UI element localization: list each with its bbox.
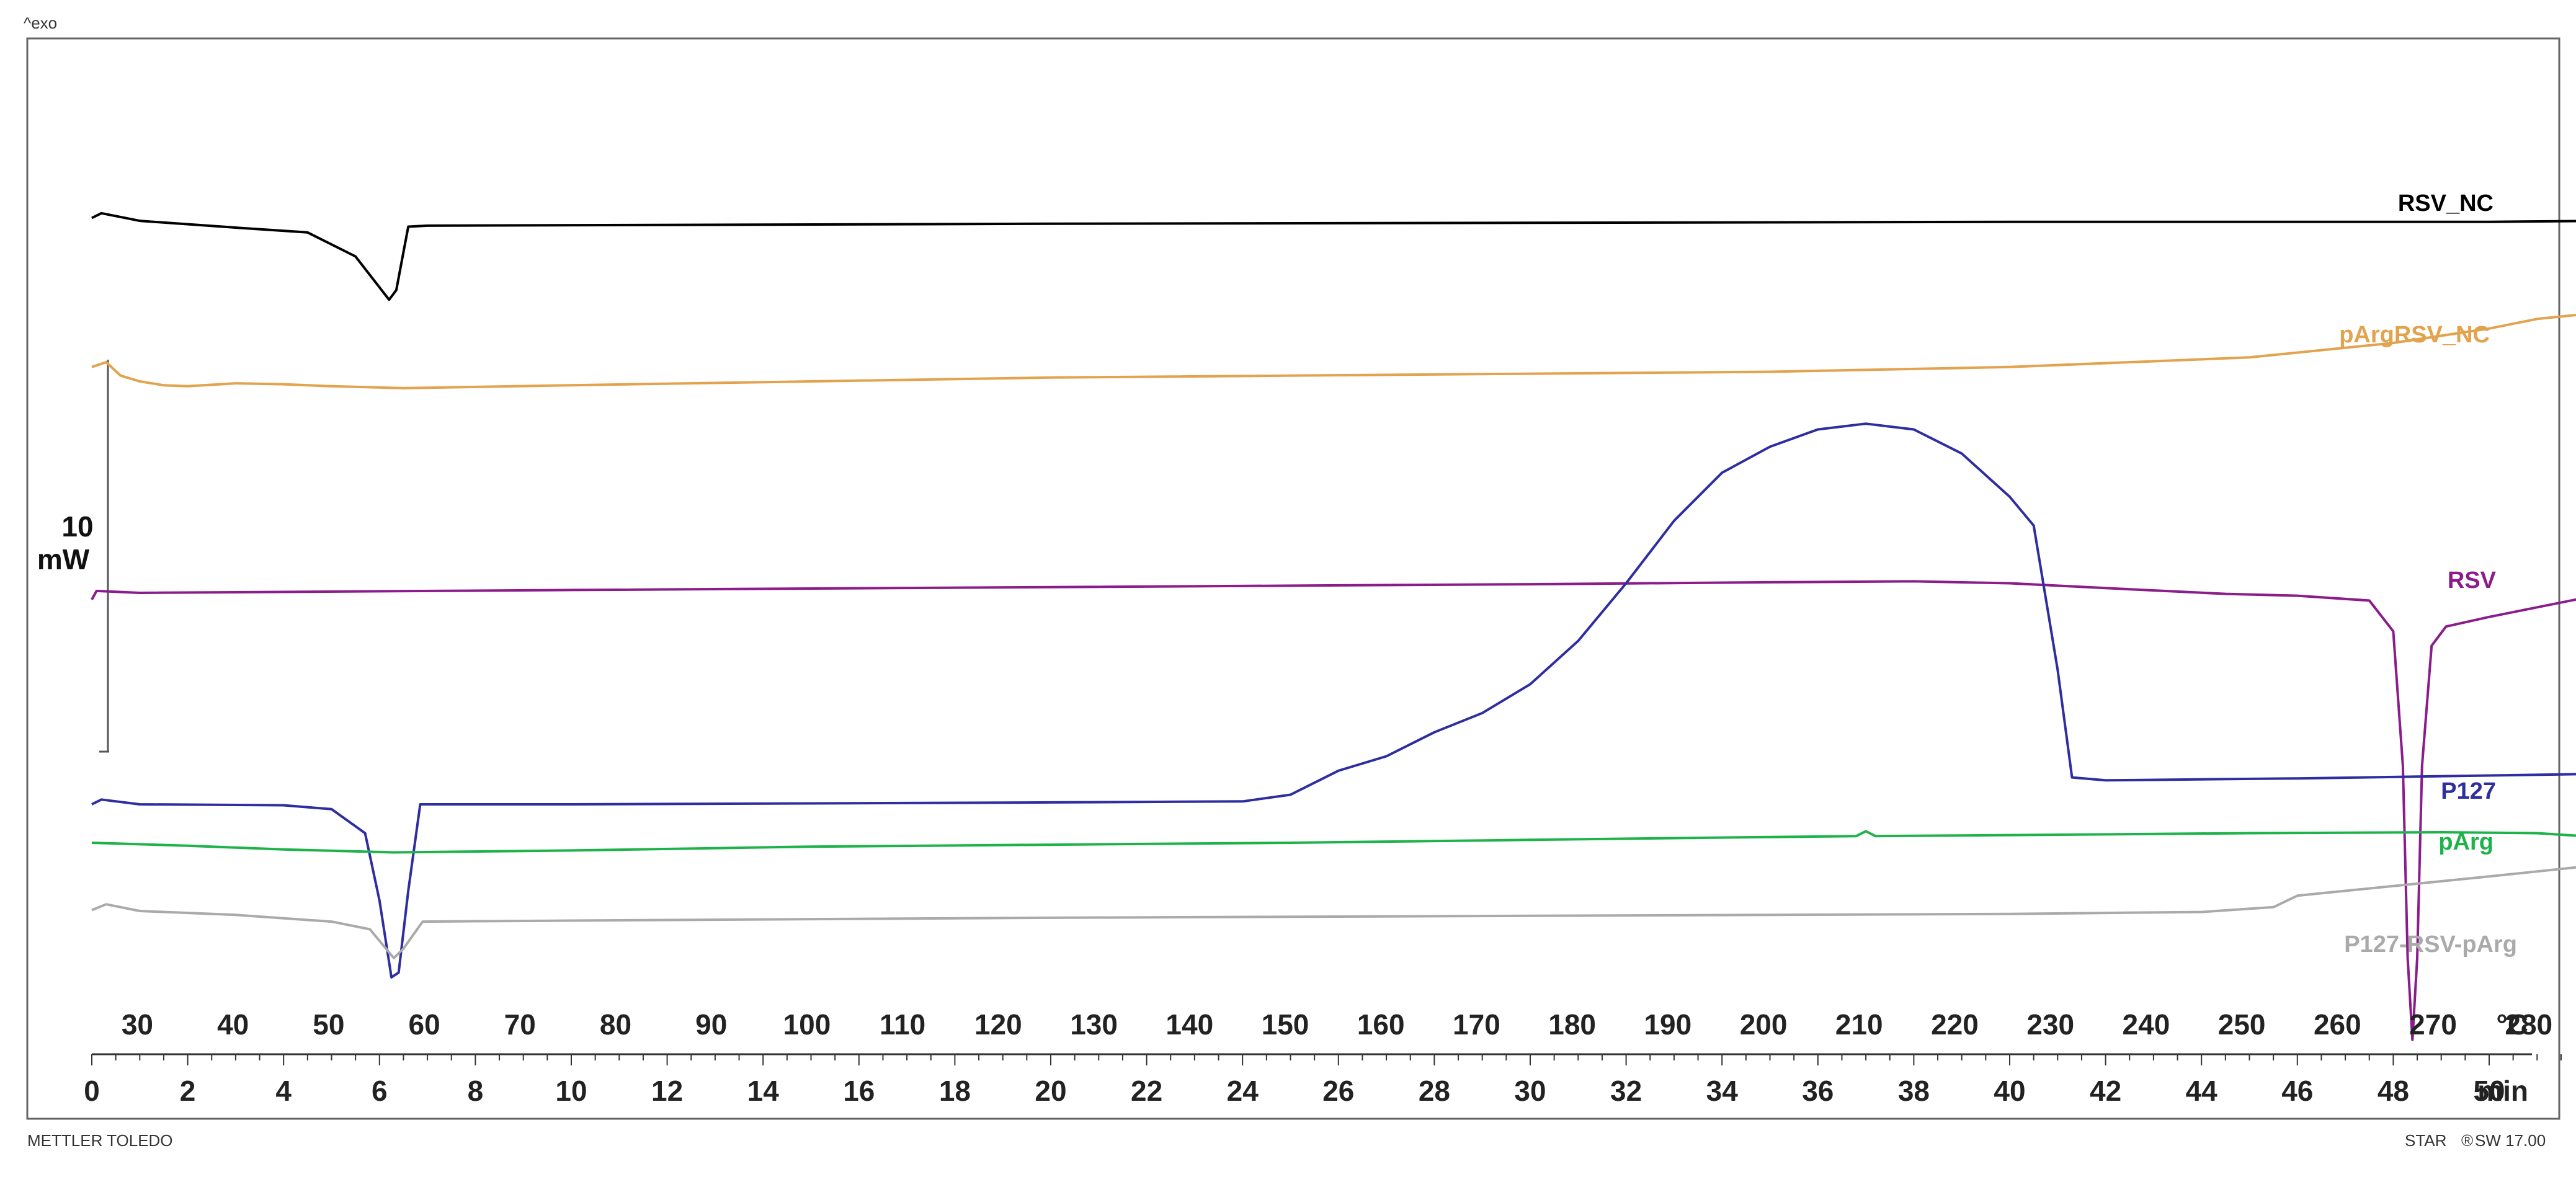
exo-direction-label: ^exo: [24, 14, 57, 32]
footer-vendor: METTLER TOLEDO: [27, 1131, 173, 1150]
footer-software-brand: STAR: [2405, 1131, 2446, 1150]
x-temp-tick-label: 130: [1070, 1008, 1118, 1041]
x-temp-tick-label: 190: [1644, 1008, 1691, 1041]
series-line-p127-rsv-parg: [91, 866, 2576, 959]
x-time-tick-label: 44: [2186, 1075, 2218, 1107]
x-time-tick-label: 26: [1322, 1075, 1354, 1107]
x-temp-tick-label: 40: [217, 1008, 249, 1041]
x-temp-tick-label: 30: [122, 1008, 153, 1041]
x-temp-tick-label: 150: [1262, 1008, 1309, 1041]
series-label-parg: pArg: [2438, 829, 2494, 855]
x-time-tick-label: 50: [2473, 1075, 2505, 1107]
x-time-tick-label: 20: [1035, 1075, 1066, 1107]
x-temp-tick-label: 210: [1835, 1008, 1883, 1041]
plot-frame: [26, 37, 2560, 1120]
x-time-tick-label: 32: [1610, 1075, 1642, 1107]
y-scale-bar: 10 mW: [37, 360, 109, 753]
x-time-tick-label: 6: [372, 1075, 388, 1107]
x-temp-tick-label: 60: [408, 1008, 440, 1041]
x-time-unit: min: [2477, 1075, 2528, 1107]
x-time-tick-label: 4: [275, 1075, 292, 1107]
x-temp-tick-label: 50: [313, 1008, 344, 1041]
series-label-rsv: RSV: [2448, 567, 2497, 593]
x-time-tick-label: 28: [1419, 1075, 1450, 1107]
x-temp-tick-label: 100: [783, 1008, 831, 1041]
x-time-tick-label: 22: [1131, 1075, 1162, 1107]
x-time-tick-label: 34: [1706, 1075, 1739, 1107]
series-label-pargrsv-nc: pArgRSV_NC: [2339, 322, 2490, 348]
series-line-p127: [91, 422, 2576, 979]
series-line-rsv: [91, 580, 2576, 1041]
x-temp-tick-label: 70: [504, 1008, 536, 1041]
x-temp-tick-label: 80: [600, 1008, 631, 1041]
x-time-tick-label: 46: [2281, 1075, 2313, 1107]
x-temp-tick-label: 110: [880, 1008, 925, 1041]
x-time-tick-label: 36: [1802, 1075, 1834, 1107]
x-time-tick-label: 10: [555, 1075, 587, 1107]
x-temp-tick-label: 160: [1357, 1008, 1405, 1041]
x-time-tick-label: 38: [1898, 1075, 1930, 1107]
x-time-tick-label: 14: [747, 1075, 780, 1107]
x-temp-unit: °C: [2496, 1008, 2528, 1041]
x-temp-tick-label: 170: [1453, 1008, 1500, 1041]
y-scale-value: 10: [61, 510, 93, 543]
x-temp-tick-label: 260: [2314, 1008, 2361, 1041]
x-time-tick-label: 0: [84, 1075, 100, 1107]
x-time-tick-label: 42: [2090, 1075, 2121, 1107]
y-scale-unit: mW: [37, 543, 90, 575]
footer-software: STAR ® SW 17.00: [2405, 1131, 2546, 1150]
x-time-tick-label: 8: [468, 1075, 484, 1107]
x-temp-tick-label: 280: [2505, 1008, 2552, 1041]
series-label-p127-rsv-parg: P127-RSV-pArg: [2344, 931, 2517, 958]
x-temp-tick-label: 270: [2409, 1008, 2457, 1041]
x-temp-tick-label: 90: [695, 1008, 727, 1041]
x-time-tick-label: 12: [651, 1075, 683, 1107]
x-time-tick-label: 40: [1994, 1075, 2025, 1107]
x-temp-tick-label: 250: [2218, 1008, 2266, 1041]
series-label-p127: P127: [2441, 778, 2496, 804]
x-time-tick-label: 30: [1514, 1075, 1546, 1107]
footer-software-version: SW 17.00: [2475, 1131, 2546, 1150]
x-time-tick-label: 24: [1227, 1075, 1259, 1107]
x-temp-tick-label: 220: [1931, 1008, 1979, 1041]
x-temp-tick-label: 140: [1165, 1008, 1213, 1041]
x-temp-tick-label: 240: [2123, 1008, 2170, 1041]
series-label-rsv-nc: RSV_NC: [2398, 190, 2494, 216]
x-temp-tick-label: 180: [1548, 1008, 1596, 1041]
x-temp-tick-label: 120: [974, 1008, 1022, 1041]
series-line-rsv-nc: [91, 211, 2576, 301]
x-temp-tick-label: 200: [1740, 1008, 1788, 1041]
footer-trademark-mark: ®: [2461, 1131, 2473, 1150]
series-line-parg: [91, 830, 2576, 854]
series-line-pargrsv-nc: [91, 313, 2576, 389]
x-time-tick-label: 48: [2378, 1075, 2409, 1107]
x-time-tick-label: 16: [843, 1075, 875, 1107]
x-time-tick-label: 2: [180, 1075, 196, 1107]
x-time-tick-label: 18: [939, 1075, 971, 1107]
x-temp-tick-label: 230: [2026, 1008, 2074, 1041]
